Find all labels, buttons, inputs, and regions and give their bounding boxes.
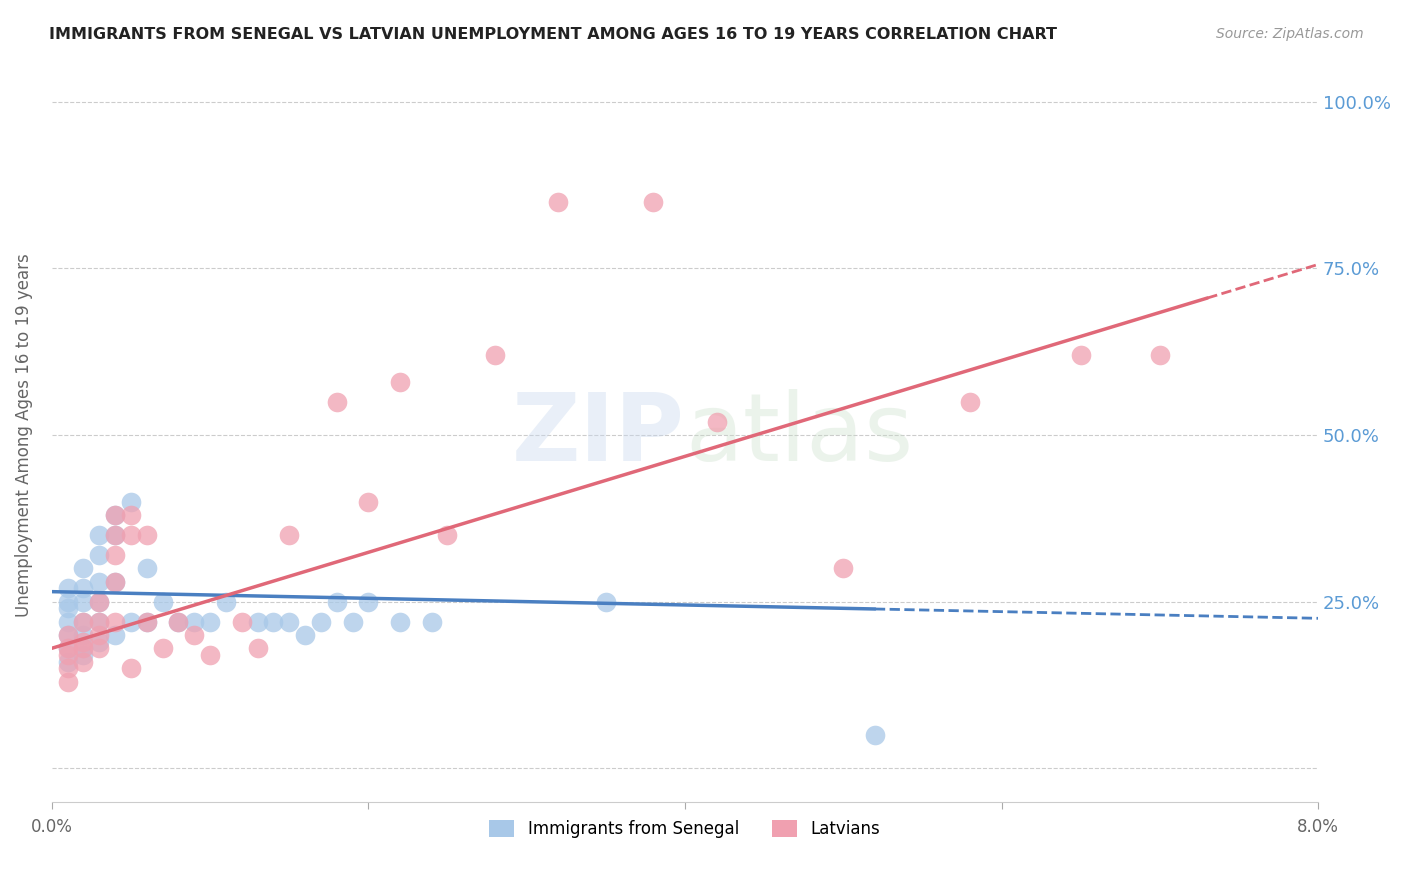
Point: [246, 641, 269, 656]
Point: [56, 582, 79, 596]
Point: [357, 494, 380, 508]
Point: [104, 548, 127, 562]
Point: [135, 615, 157, 629]
Point: [56, 641, 79, 656]
Point: [104, 508, 127, 522]
Point: [309, 615, 332, 629]
Point: [198, 615, 221, 629]
Point: [72, 582, 94, 596]
Point: [325, 594, 347, 608]
Legend: Immigrants from Senegal, Latvians: Immigrants from Senegal, Latvians: [482, 813, 887, 845]
Point: [959, 394, 981, 409]
Point: [89, 594, 111, 608]
Point: [72, 655, 94, 669]
Text: 8.0%: 8.0%: [1298, 818, 1339, 836]
Point: [89, 574, 111, 589]
Point: [342, 615, 364, 629]
Point: [547, 194, 569, 209]
Point: [388, 375, 411, 389]
Point: [357, 594, 380, 608]
Point: [56, 648, 79, 662]
Point: [484, 348, 506, 362]
Point: [56, 594, 79, 608]
Point: [832, 561, 855, 575]
Point: [89, 634, 111, 648]
Point: [278, 528, 301, 542]
Point: [135, 561, 157, 575]
Point: [120, 508, 142, 522]
Point: [72, 641, 94, 656]
Point: [152, 641, 174, 656]
Point: [89, 594, 111, 608]
Point: [72, 641, 94, 656]
Point: [1149, 348, 1171, 362]
Text: IMMIGRANTS FROM SENEGAL VS LATVIAN UNEMPLOYMENT AMONG AGES 16 TO 19 YEARS CORREL: IMMIGRANTS FROM SENEGAL VS LATVIAN UNEMP…: [49, 27, 1057, 42]
Point: [56, 655, 79, 669]
Point: [72, 594, 94, 608]
Point: [72, 648, 94, 662]
Point: [120, 528, 142, 542]
Point: [56, 615, 79, 629]
Point: [104, 508, 127, 522]
Point: [120, 661, 142, 675]
Point: [198, 648, 221, 662]
Point: [120, 615, 142, 629]
Point: [167, 615, 190, 629]
Point: [135, 528, 157, 542]
Point: [89, 615, 111, 629]
Point: [863, 728, 886, 742]
Point: [72, 634, 94, 648]
Point: [388, 615, 411, 629]
Point: [104, 574, 127, 589]
Point: [104, 628, 127, 642]
Point: [89, 628, 111, 642]
Point: [262, 615, 284, 629]
Point: [420, 615, 443, 629]
Point: [246, 615, 269, 629]
Point: [152, 594, 174, 608]
Point: [89, 548, 111, 562]
Point: [72, 615, 94, 629]
Point: [104, 528, 127, 542]
Point: [89, 641, 111, 656]
Point: [72, 615, 94, 629]
Text: Source: ZipAtlas.com: Source: ZipAtlas.com: [1216, 27, 1364, 41]
Point: [294, 628, 316, 642]
Point: [104, 528, 127, 542]
Point: [183, 628, 205, 642]
Text: 0.0%: 0.0%: [31, 818, 73, 836]
Point: [595, 594, 617, 608]
Point: [56, 628, 79, 642]
Point: [89, 615, 111, 629]
Point: [135, 615, 157, 629]
Text: atlas: atlas: [685, 389, 912, 481]
Text: ZIP: ZIP: [512, 389, 685, 481]
Point: [56, 661, 79, 675]
Point: [104, 574, 127, 589]
Point: [89, 528, 111, 542]
Point: [56, 628, 79, 642]
Point: [706, 415, 728, 429]
Point: [436, 528, 458, 542]
Point: [56, 601, 79, 615]
Point: [72, 628, 94, 642]
Point: [56, 641, 79, 656]
Point: [72, 561, 94, 575]
Point: [183, 615, 205, 629]
Point: [1070, 348, 1092, 362]
Point: [231, 615, 253, 629]
Point: [56, 674, 79, 689]
Point: [215, 594, 238, 608]
Point: [643, 194, 665, 209]
Point: [167, 615, 190, 629]
Point: [104, 615, 127, 629]
Point: [325, 394, 347, 409]
Y-axis label: Unemployment Among Ages 16 to 19 years: Unemployment Among Ages 16 to 19 years: [15, 253, 32, 617]
Point: [120, 494, 142, 508]
Point: [278, 615, 301, 629]
